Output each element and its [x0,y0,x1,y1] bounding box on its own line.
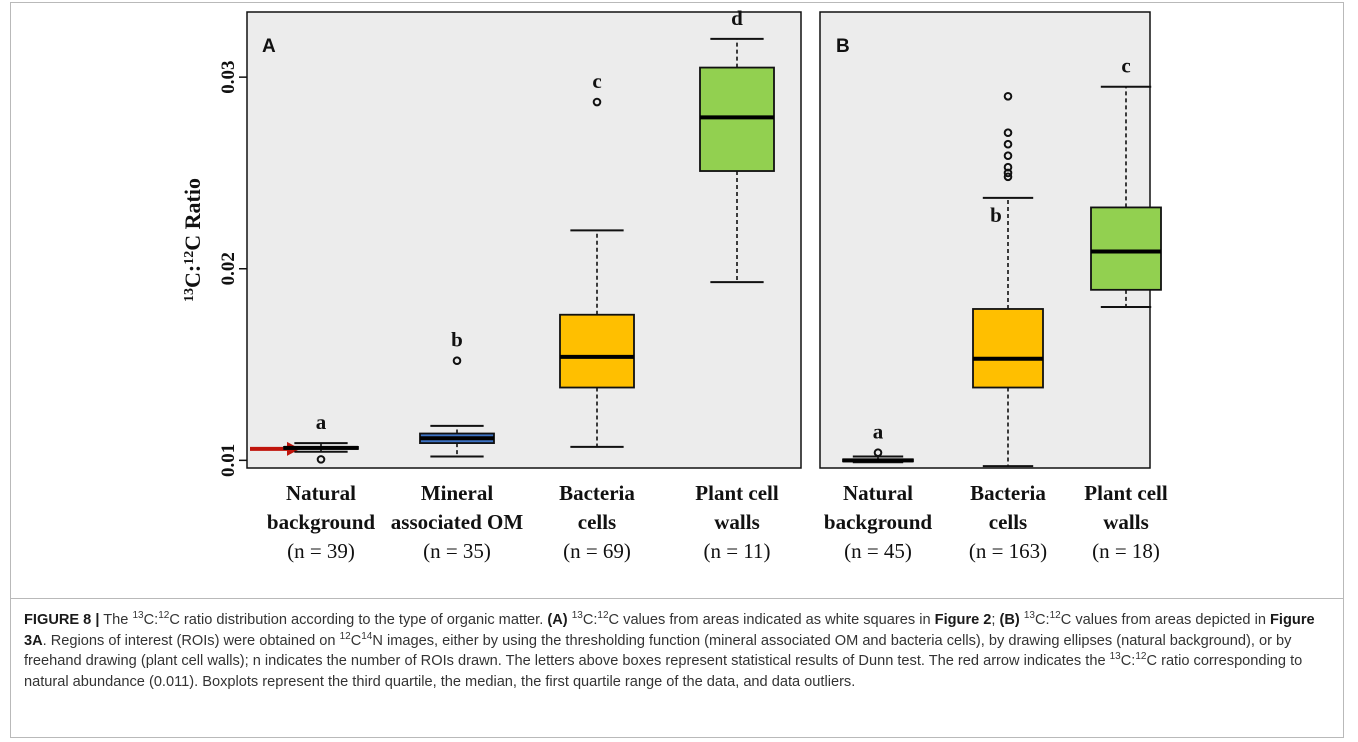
caption-figure3a-ref[interactable]: Figure 3A [24,612,1315,649]
significance-letter: a [873,420,884,444]
category-label: walls [1103,510,1149,534]
caption-part-a-text: values from areas indicated as white squ… [623,612,931,628]
significance-letter: b [451,328,463,352]
significance-letter: a [316,410,327,434]
y-tick-label: 0.01 [218,444,239,477]
category-label: Mineral [421,481,493,505]
caption-sup: 13 [571,610,583,622]
category-label: background [267,510,375,534]
category-count-label: (n = 39) [287,539,355,563]
category-count-label: (n = 18) [1092,539,1160,563]
significance-letter: b [990,203,1002,227]
caption-arrow-post: ratio corresponding to natural abundance… [24,653,1303,690]
outlier-point [1003,92,1013,101]
y-axis-title: 13C:12C Ratio [180,178,205,302]
caption-iso: C [1146,653,1158,669]
outlier-point [1003,128,1013,138]
caption-sup: 12 [158,610,170,622]
figure-caption: FIGURE 8 | The 13C:12C ratio distributio… [24,610,1315,690]
caption-figure2-ref[interactable]: Figure 2 [934,612,992,628]
category-count-label: (n = 69) [563,539,631,563]
caption-iso: C [608,612,620,628]
outlier-point [1003,151,1013,160]
panel-a-boxes: a b c d [283,6,775,464]
category-label: Plant cell [695,481,779,505]
category-label: cells [578,510,616,534]
box [559,313,635,389]
outlier-point [1003,162,1013,172]
significance-letter: c [592,69,601,93]
caption-sup: 12 [339,630,351,642]
caption-sup: 13 [1109,651,1121,663]
caption-part-b-text: values from areas depicted in [1075,612,1266,628]
caption-sup: 12 [1049,610,1061,622]
panel-b-boxes: a b c [842,54,1162,468]
y-tick-label: 0.03 [218,61,239,94]
y-axis-title-sup-13: 13 [182,288,197,302]
panel-a-x-labels: Natural background (n = 39) Mineral associat… [267,481,779,563]
category-label: Plant cell [1084,481,1168,505]
y-axis-title-rest: C Ratio [180,178,205,251]
caption-iso: C [169,612,180,628]
caption-part-a-label: (A) [547,612,568,628]
caption-iso: C: [582,612,598,628]
caption-rois-post: images, either by using the thresholding… [24,632,1292,670]
category-count-label: (n = 35) [423,539,491,563]
category-label: cells [989,510,1027,534]
category-label: walls [714,510,760,534]
caption-intro-pre: The [103,612,129,628]
caption-iso: N [372,632,383,649]
box [972,308,1044,389]
category-label: Natural [843,481,913,505]
panel-a-label: A [262,36,276,57]
caption-sup: 12 [597,610,609,622]
caption-sup: 13 [132,610,144,622]
y-axis-title-c-colon: C: [180,265,205,288]
significance-letter: c [1121,54,1130,78]
caption-iso: C: [1034,612,1050,628]
panel-a: A 0.01 0.02 0.03 a b c d Natural background (n … [218,6,802,563]
outlier-point [1003,172,1013,182]
caption-part-b-label: (B) [999,612,1020,628]
panel-b-label: B [836,36,850,57]
outlier-point [1003,139,1013,149]
category-count-label: (n = 163) [969,539,1047,563]
chart-canvas: A 0.01 0.02 0.03 a b c d Natural background (n … [180,6,1168,563]
caption-iso: C: [143,612,159,628]
caption-figure-label: FIGURE 8 | [24,612,100,628]
y-axis-title-sup-12: 12 [182,251,197,265]
category-count-label: (n = 45) [844,539,912,563]
category-label: Bacteria [559,481,635,505]
caption-sup: 13 [1023,610,1035,622]
panel-b-x-labels: Natural background (n = 45) Bacteria cells (n… [824,481,1168,563]
outlier-point [316,455,326,464]
caption-iso: C [1060,612,1072,628]
category-label: Bacteria [970,481,1046,505]
category-label: Natural [286,481,356,505]
category-count-label: (n = 11) [703,539,770,563]
caption-rois-pre: . Regions of interest (ROIs) were obtain… [42,632,336,649]
box [1090,206,1162,291]
panel-b: B a b c Natural background (n = 45) Bacteria c… [819,11,1168,563]
category-label: associated OM [391,510,524,534]
caption-intro-post: ratio distribution according to the type… [183,612,544,628]
outlier-point [452,356,462,366]
caption-iso: C: [1120,653,1136,669]
outlier-point [873,448,883,457]
caption-sup: 12 [1135,651,1147,663]
y-tick-label: 0.02 [218,252,239,285]
caption-sup: 14 [361,630,373,642]
caption-iso: C [350,632,362,649]
category-label: background [824,510,932,534]
outlier-point [592,97,602,107]
significance-letter: d [731,6,743,30]
caption-divider [10,598,1344,599]
